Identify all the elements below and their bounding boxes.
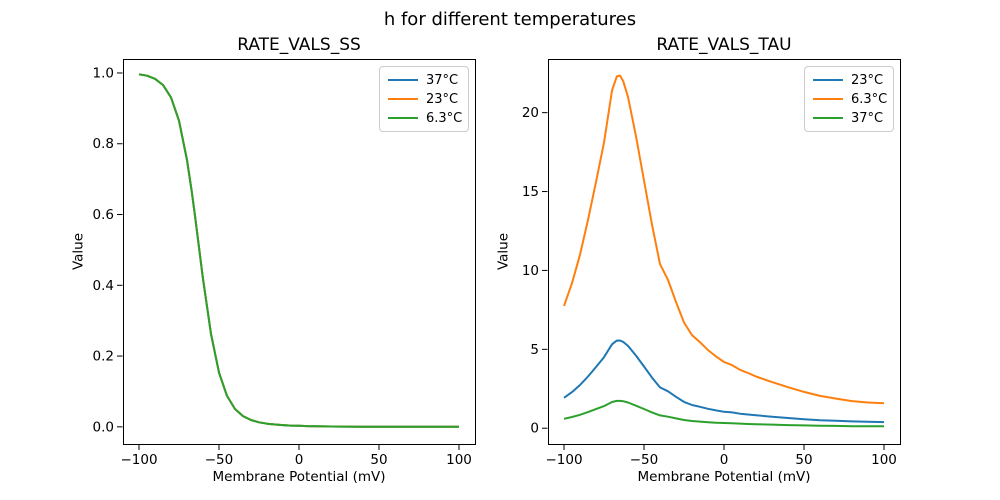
legend-item: 23°C [388,90,460,108]
y-tick-label: 0.4 [93,278,114,294]
legend-label: 37°C [851,110,884,126]
y-tick-label: 0.0 [93,419,114,435]
legend-item: 6.3°C [388,109,463,127]
curve-23-c [563,339,885,424]
legend-line-sample [813,97,843,101]
legend-item: 37°C [813,109,885,127]
subplot-tau-ylabel: Value [495,232,512,271]
y-tick-label: 0.8 [93,136,114,152]
curve-37-c [563,399,885,428]
figure-title: h for different temperatures [383,9,637,30]
axes-frame [123,59,476,445]
legend-label: 23°C [426,91,459,107]
y-tick-label: 1.0 [93,65,114,81]
legend-line-sample [813,78,843,82]
x-tick-label: −100 [120,452,157,468]
legend-label: 6.3°C [851,91,888,107]
x-tick-label: 100 [446,452,472,468]
y-tick-label: 0.2 [93,349,114,365]
legend-item: 37°C [388,71,460,89]
x-tick-label: 0 [295,452,304,468]
axes-frame [548,59,901,445]
x-tick-label: 50 [795,452,812,468]
x-tick-label: −100 [545,452,582,468]
curve-6-3-c [563,74,885,405]
subplot-ss-xlabel: Membrane Potential (mV) [212,469,386,485]
x-tick-label: −50 [205,452,234,468]
legend-label: 37°C [426,72,459,88]
y-tick-label: 20 [522,105,539,121]
x-tick-label: 100 [871,452,897,468]
subplot-ss-title: RATE_VALS_SS [237,35,361,55]
legend-line-sample [388,97,418,101]
legend-item: 23°C [813,71,885,89]
curve-6-3-c [138,73,459,428]
legend-label: 23°C [851,72,884,88]
legend-ss: 37°C 23°C 6.3°C [379,66,469,132]
subplot-ss-ylabel: Value [70,232,87,271]
legend-line-sample [388,78,418,82]
x-tick-label: −50 [630,452,659,468]
legend-tau: 23°C 6.3°C 37°C [804,66,894,132]
y-tick-label: 10 [522,263,539,279]
legend-label: 6.3°C [426,110,463,126]
legend-line-sample [813,116,843,120]
y-tick-label: 15 [522,184,539,200]
legend-line-sample [388,116,418,120]
y-tick-label: 0 [530,421,539,437]
subplot-tau-xlabel: Membrane Potential (mV) [637,469,811,485]
y-tick-label: 5 [530,342,539,358]
x-tick-label: 50 [370,452,387,468]
legend-item: 6.3°C [813,90,888,108]
x-tick-label: 0 [720,452,729,468]
y-tick-label: 0.6 [93,207,114,223]
subplot-tau-title: RATE_VALS_TAU [656,35,792,55]
